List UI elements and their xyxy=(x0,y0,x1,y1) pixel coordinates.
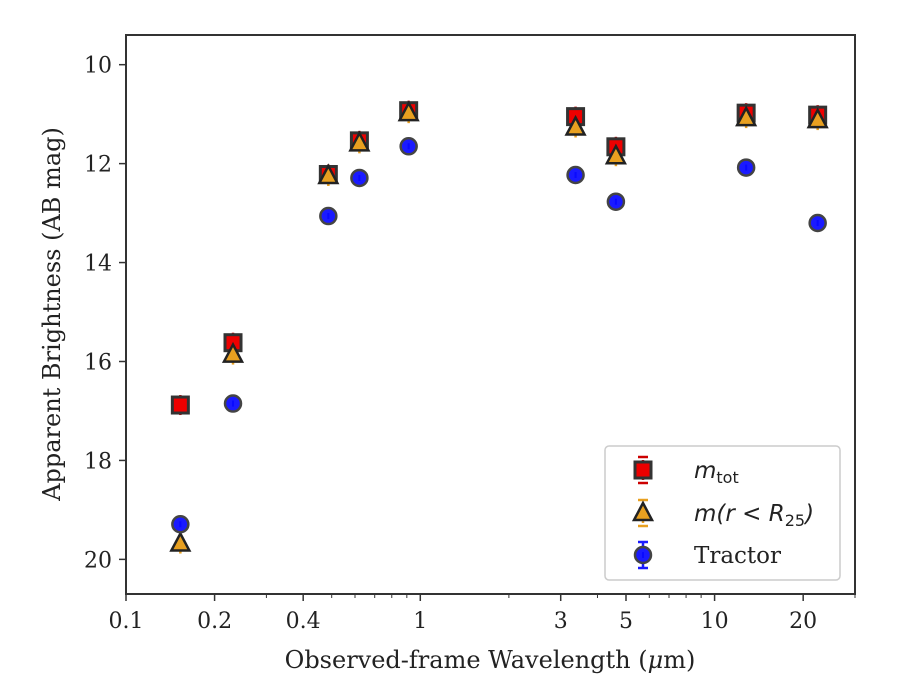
x-tick-label: 10 xyxy=(701,609,729,634)
x-tick-label: 3 xyxy=(554,609,568,634)
legend-label-mr25: m(r < R25) xyxy=(694,501,814,530)
x-tick-label: 0.1 xyxy=(109,609,144,634)
y-tick-label: 14 xyxy=(84,252,112,277)
data-markers xyxy=(169,100,829,554)
y-tick-label: 20 xyxy=(84,548,112,573)
mr25-point xyxy=(317,163,340,185)
legend-label-mtot: mtot xyxy=(694,458,739,487)
mr25-point xyxy=(397,100,420,122)
mr25-point xyxy=(348,130,371,152)
mr25-point xyxy=(169,530,192,552)
mtot-point xyxy=(170,395,190,415)
legend-box xyxy=(604,445,841,581)
mr25-point xyxy=(806,107,829,129)
mr25-point xyxy=(735,105,758,127)
mr25-point xyxy=(221,341,245,363)
legend-markers xyxy=(631,455,655,570)
y-tick-label: 18 xyxy=(84,449,112,474)
mr25-point xyxy=(564,114,587,136)
axis-ticks: 0.1 0.2 0.4 1 3 5 10 20 10 12 14 16 18 20 xyxy=(84,54,856,634)
y-tick-label: 12 xyxy=(84,153,112,178)
legend-label-tractor: Tractor xyxy=(694,543,781,569)
legend-marker-mr25 xyxy=(631,500,655,522)
x-tick-label: 1 xyxy=(413,609,427,634)
y-axis-label: Apparent Brightness (AB mag) xyxy=(38,127,66,502)
mr25-point xyxy=(604,143,627,165)
legend-marker-mtot xyxy=(633,460,653,480)
x-axis-label: Observed-frame Wavelength (μm) xyxy=(285,646,696,674)
legend: mtot m(r < R25) Tractor xyxy=(604,445,841,581)
x-tick-label: 20 xyxy=(789,609,817,634)
y-tick-label: 16 xyxy=(84,350,112,375)
y-tick-label: 10 xyxy=(84,54,112,79)
x-tick-label: 0.2 xyxy=(197,609,232,634)
x-tick-label: 5 xyxy=(619,609,633,634)
plot-frame xyxy=(125,34,856,595)
x-tick-label: 0.4 xyxy=(286,609,321,634)
